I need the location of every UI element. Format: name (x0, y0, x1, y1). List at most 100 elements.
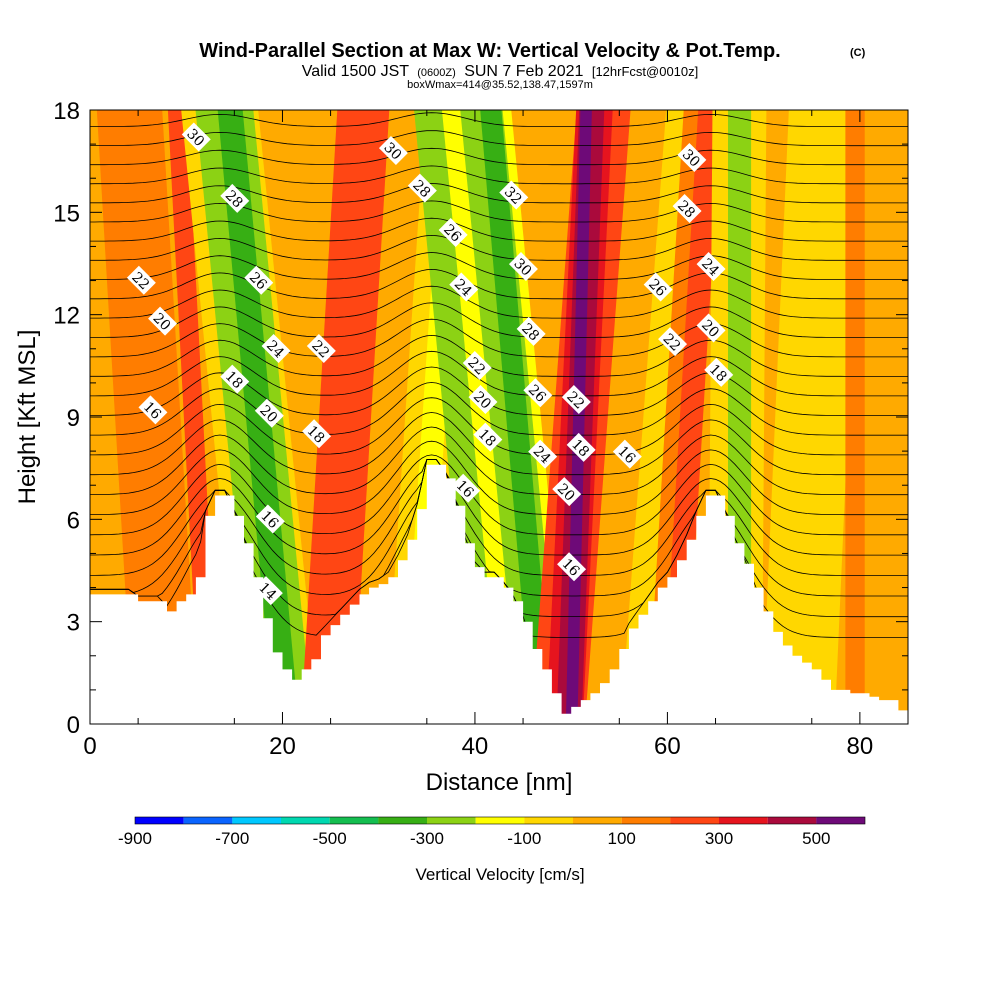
colorbar-swatch (427, 817, 476, 824)
chart-title-unit: (C) (850, 47, 866, 59)
colorbar-tick-label: -300 (410, 829, 444, 848)
y-axis-label: Height [Kft MSL] (14, 330, 41, 505)
isentrope-label-box (499, 180, 529, 210)
isentrope-label-box (181, 122, 211, 152)
velocity-bands (96, 110, 865, 724)
colorbar-swatch (329, 817, 379, 824)
x-tick-label: 60 (654, 733, 681, 760)
band-green-a (217, 110, 300, 724)
y-axis-ticks: 0 3 6 9 12 15 18 (53, 98, 908, 739)
isentrope-label-box (473, 422, 503, 452)
colorbar-frame (134, 816, 866, 825)
isentrope-line (90, 382, 908, 436)
colorbar-swatch (767, 817, 817, 824)
chart-title: Wind-Parallel Section at Max W: Vertical… (199, 40, 780, 62)
isentrope-label-box (468, 385, 498, 415)
isentrope-label-box (148, 306, 178, 336)
colorbar-swatch (816, 817, 865, 824)
y-tick-label: 18 (53, 98, 80, 125)
isentrope-label-box (255, 504, 285, 534)
isentrope-label-box (261, 333, 291, 363)
colorbar-tick-label: -500 (313, 829, 347, 848)
isentrope-label-box (561, 385, 591, 415)
isentrope-label-box (696, 252, 726, 282)
colorbar-swatch (475, 817, 525, 824)
isentrope-label-box (220, 364, 250, 394)
isentrope-line (90, 454, 908, 536)
isentrope-label-box (407, 173, 437, 203)
x-tick-label: 20 (269, 733, 296, 760)
x-tick-label: 0 (83, 733, 96, 760)
x-tick-label: 80 (847, 733, 874, 760)
isentrope-line (90, 350, 908, 397)
isentrope-label-box (451, 473, 481, 503)
chart-info: boxWmax=414@35.52,138.47,1597m (407, 79, 593, 91)
isentrope-line (90, 412, 908, 476)
isentrope-label-box (302, 419, 332, 449)
isentrope-label-box (462, 350, 492, 380)
colorbar-swatch (183, 817, 233, 824)
subtitle-utc: (0600Z) (417, 67, 456, 79)
colorbar-tick-label: 500 (802, 829, 830, 848)
colorbar-swatch (281, 817, 330, 824)
colorbar-swatch (232, 817, 281, 824)
isentrope-label-box (658, 327, 688, 357)
isentrope-label-box (138, 395, 168, 425)
subtitle-valid: Valid 1500 JST (302, 63, 410, 80)
isentrope-line (90, 285, 908, 319)
terrain (90, 464, 908, 724)
isentrope-label-box (378, 136, 408, 166)
isentrope-label-box (566, 432, 596, 462)
isentrope-label-box (523, 378, 553, 408)
y-tick-label: 9 (67, 405, 80, 432)
isentrope-label-box (677, 142, 707, 172)
isentrope-line (90, 459, 908, 576)
isentrope-line (90, 302, 908, 338)
isentrope-line (90, 234, 908, 261)
subtitle-date: SUN 7 Feb 2021 (464, 63, 583, 80)
isentrope-line (90, 95, 908, 108)
isentrope-label-box (643, 272, 673, 302)
colorbar-tick-label: 300 (705, 829, 733, 848)
colorbar-swatch (670, 817, 719, 824)
colorbar-swatch (135, 817, 184, 824)
isentrope-label-box (220, 183, 250, 213)
isentrope-label-box (253, 576, 283, 606)
colorbar-tick-label: -900 (118, 829, 152, 848)
isentrope-label-box (244, 265, 274, 295)
colorbar-label: Vertical Velocity [cm/s] (415, 865, 584, 884)
isentrope-line (90, 252, 908, 280)
colorbar-swatch (378, 817, 427, 824)
isentrope-line (90, 147, 908, 166)
isentrope-line (90, 112, 908, 127)
isentrope-label-box (254, 398, 284, 428)
isentrope-line (90, 459, 908, 556)
colorbar-tick-label: -100 (507, 829, 541, 848)
isentrope-line (90, 268, 908, 300)
colorbar-swatch (719, 817, 768, 824)
colorbar-swatch (524, 817, 573, 824)
isentrope-label-box (696, 313, 726, 343)
y-tick-label: 12 (53, 303, 80, 330)
colorbar-swatch (573, 817, 622, 824)
y-tick-label: 3 (67, 610, 80, 637)
band-upwind-orange (96, 110, 199, 724)
y-tick-label: 0 (67, 712, 80, 739)
subtitle-forecast: [12hrFcst@0010z] (592, 64, 698, 79)
isentrope-label-box (438, 217, 468, 247)
isentrope-label-box (552, 477, 582, 507)
band-red-b (300, 110, 390, 724)
isentrope-line (90, 334, 908, 377)
colorbar: -900 -700 -500 -300 -100 100 300 500 (118, 816, 866, 848)
band-yellow-h (761, 110, 863, 724)
isentrope-label-box (306, 333, 336, 363)
chart-subtitle: Valid 1500 JST (0600Z) SUN 7 Feb 2021 [1… (302, 63, 699, 80)
band-green-d (480, 110, 554, 724)
isentrope-label-box (516, 316, 546, 346)
isentrope-line (90, 440, 908, 516)
isentrope-line (90, 183, 908, 204)
isentrope-line (90, 426, 908, 496)
